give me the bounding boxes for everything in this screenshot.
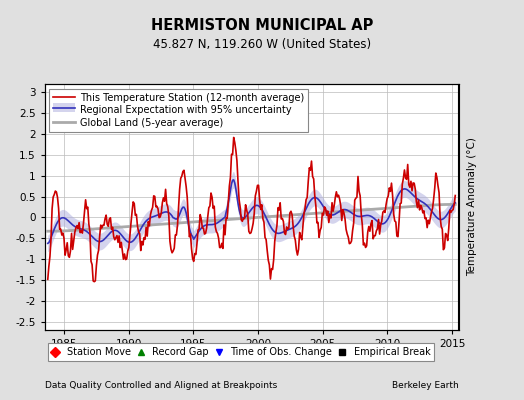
Legend: Station Move, Record Gap, Time of Obs. Change, Empirical Break: Station Move, Record Gap, Time of Obs. C… — [48, 343, 434, 361]
Text: HERMISTON MUNICIPAL AP: HERMISTON MUNICIPAL AP — [151, 18, 373, 33]
Text: 45.827 N, 119.260 W (United States): 45.827 N, 119.260 W (United States) — [153, 38, 371, 51]
Y-axis label: Temperature Anomaly (°C): Temperature Anomaly (°C) — [467, 138, 477, 276]
Legend: This Temperature Station (12-month average), Regional Expectation with 95% uncer: This Temperature Station (12-month avera… — [49, 89, 308, 132]
Text: Berkeley Earth: Berkeley Earth — [392, 381, 458, 390]
Text: Data Quality Controlled and Aligned at Breakpoints: Data Quality Controlled and Aligned at B… — [45, 381, 277, 390]
